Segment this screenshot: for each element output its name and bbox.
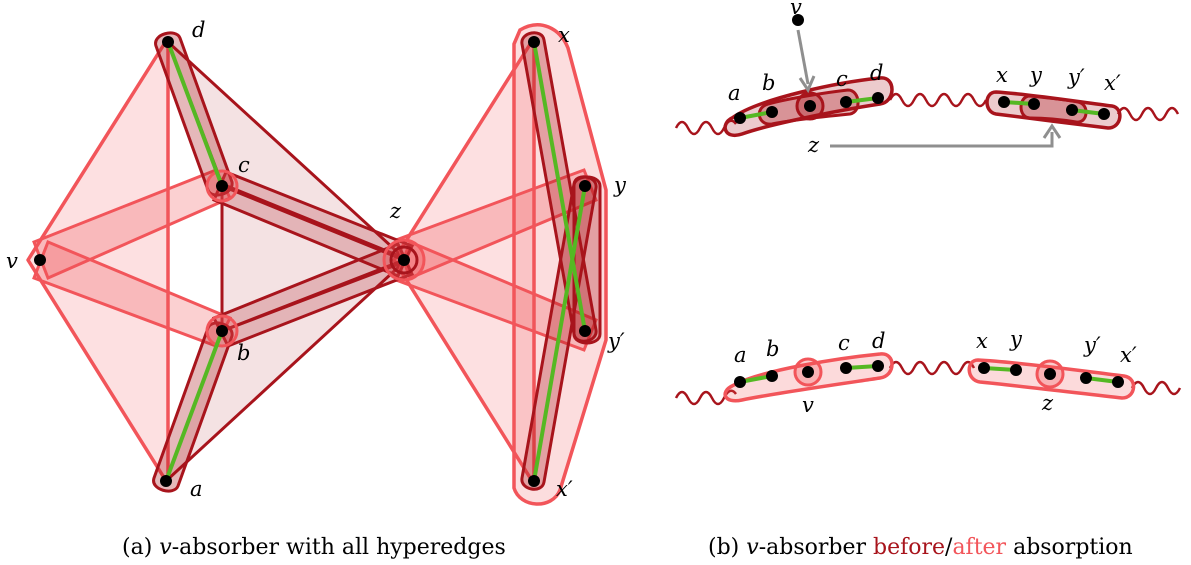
vertex-b-bot: [766, 370, 778, 382]
label-v: v: [6, 249, 18, 273]
vertex-v-bot: [802, 366, 814, 378]
vertex-z: [398, 254, 410, 266]
label-b-bot: b: [766, 337, 779, 361]
arrow-z-path: [830, 132, 1052, 146]
label-yp: y′: [607, 329, 625, 353]
vertex-x-bot: [978, 362, 990, 374]
panel-a-diagram: d c v b a z x y y′ x′: [6, 18, 627, 504]
label-yp-top: y′: [1067, 65, 1085, 89]
vertex-a-top: [734, 112, 746, 124]
label-b: b: [237, 341, 250, 365]
label-z: z: [389, 199, 402, 223]
label-d-bot: d: [872, 329, 885, 353]
vertex-a-bot: [734, 376, 746, 388]
label-x: x: [558, 23, 570, 47]
vertex-y-top: [1028, 98, 1040, 110]
vertex-y-bot: [1010, 364, 1022, 376]
pair-y-yp: [574, 177, 600, 343]
label-c-bot: c: [838, 331, 850, 355]
vertex-d: [162, 36, 174, 48]
vertex-c: [216, 180, 228, 192]
vertex-a: [160, 475, 172, 487]
label-y: y: [613, 173, 627, 197]
caption-b: (b) v-absorber before/after absorption: [708, 535, 1133, 560]
label-a-top: a: [728, 81, 741, 105]
label-v-top: v: [790, 0, 802, 19]
vertex-yp-top: [1066, 104, 1078, 116]
label-c-top: c: [836, 67, 848, 91]
panel-b-before: v a b c d x y y′ x′ z: [676, 0, 1178, 157]
label-c: c: [238, 153, 250, 177]
vertex-y: [579, 180, 591, 192]
label-a: a: [190, 477, 203, 501]
arrow-v-shaft: [798, 30, 808, 84]
vertex-xp-top: [1098, 108, 1110, 120]
label-v-bot: v: [802, 393, 814, 417]
label-x-bot: x: [976, 329, 988, 353]
vertex-yp-bot: [1080, 372, 1092, 384]
caption-a: (a) v-absorber with all hyperedges: [122, 535, 506, 560]
vertex-d-top: [872, 92, 884, 104]
label-y-bot: y: [1009, 327, 1023, 351]
caption-before-word: before: [873, 535, 945, 560]
vertex-d-bot: [872, 360, 884, 372]
panel-b-after: a b c d x y y′ x′ v z: [676, 327, 1180, 417]
vertex-c-bot: [840, 362, 852, 374]
label-x-top: x: [996, 63, 1008, 87]
vertex-z-bot: [1044, 368, 1056, 380]
vertex-x-top: [998, 96, 1010, 108]
label-d-top: d: [870, 61, 883, 85]
vertex-yp: [579, 325, 591, 337]
label-xp-bot: x′: [1120, 343, 1137, 367]
label-xp-top: x′: [1104, 71, 1121, 95]
vertex-slot-top: [804, 100, 816, 112]
vertex-xp-bot: [1112, 376, 1124, 388]
vertex-b: [216, 325, 228, 337]
label-z-bot: z: [1041, 391, 1054, 415]
label-z-top: z: [807, 133, 820, 157]
vertex-x: [528, 36, 540, 48]
vertex-xp: [528, 475, 540, 487]
label-d: d: [192, 18, 205, 42]
label-xp: x′: [556, 477, 573, 501]
label-a-bot: a: [734, 343, 747, 367]
label-b-top: b: [762, 71, 775, 95]
label-y-top: y: [1029, 63, 1043, 87]
vertex-c-top: [840, 96, 852, 108]
label-yp-bot: y′: [1083, 333, 1101, 357]
vertex-v: [34, 254, 46, 266]
vertex-b-top: [766, 106, 778, 118]
caption-after-word: after: [952, 535, 1006, 560]
